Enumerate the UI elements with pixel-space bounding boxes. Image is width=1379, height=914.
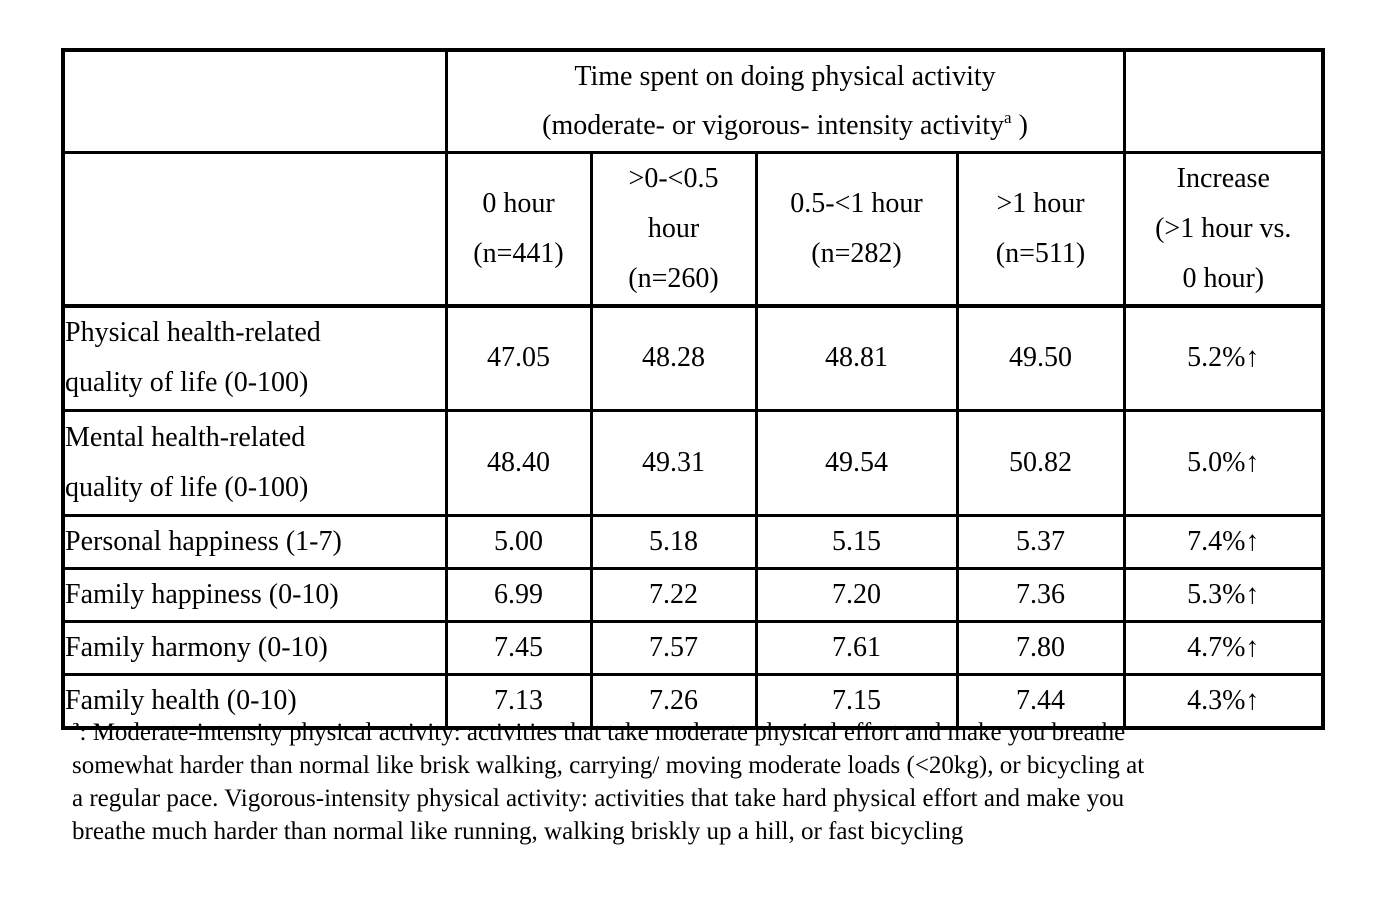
column-header-label: >0-<0.5 hour (n=260) <box>628 162 719 294</box>
footnote-superscript-a: a <box>72 717 80 734</box>
column-header-label: 0.5-<1 hour (n=282) <box>790 187 923 269</box>
spanning-header-line1: Time spent on doing physical activity <box>574 61 996 93</box>
value-cell: 7.13 <box>444 673 593 730</box>
value-cell: 7.26 <box>589 673 758 730</box>
value-cell: 5.37 <box>955 514 1126 570</box>
row-label: Physical health-related quality of life … <box>61 304 448 412</box>
value-cell: 7.36 <box>955 567 1126 623</box>
footnote-text: : Moderate-intensity physical activity: … <box>72 719 1145 845</box>
column-header-0-hour: 0 hour (n=441) <box>444 150 593 308</box>
table-row-family-happiness: Family happiness (0-10) 6.99 7.22 7.20 7… <box>61 567 1325 623</box>
header-row-spanning: Time spent on doing physical activity (m… <box>61 48 1325 154</box>
column-header-label: >1 hour (n=511) <box>995 187 1086 269</box>
value-cell: 48.40 <box>444 409 593 517</box>
table-row-personal-happiness: Personal happiness (1-7) 5.00 5.18 5.15 … <box>61 514 1325 570</box>
row-label: Family harmony (0-10) <box>61 620 448 676</box>
row-label: Personal happiness (1-7) <box>61 514 448 570</box>
value-cell: 7.22 <box>589 567 758 623</box>
row-label-text: Mental health-related quality of life (0… <box>65 422 309 503</box>
column-header-label: Increase (>1 hour vs. 0 hour) <box>1155 162 1292 294</box>
row-label-text: Family harmony (0-10) <box>65 632 328 663</box>
value-cell: 48.81 <box>754 304 959 412</box>
value-cell: 50.82 <box>955 409 1126 517</box>
value-cell: 7.57 <box>589 620 758 676</box>
value-cell: 49.31 <box>589 409 758 517</box>
value-cell: 47.05 <box>444 304 593 412</box>
table-row-family-harmony: Family harmony (0-10) 7.45 7.57 7.61 7.8… <box>61 620 1325 676</box>
value-cell: 5.15 <box>754 514 959 570</box>
increase-cell: 5.3%↑ <box>1122 567 1325 623</box>
column-header-0.5-to-1-hour: 0.5-<1 hour (n=282) <box>754 150 959 308</box>
value-cell: 7.80 <box>955 620 1126 676</box>
increase-cell: 4.7%↑ <box>1122 620 1325 676</box>
footnote-marker-a: a <box>1004 107 1012 127</box>
row-label: Family happiness (0-10) <box>61 567 448 623</box>
column-header-label: 0 hour (n=441) <box>473 187 564 269</box>
table-row-family-health: Family health (0-10) 7.13 7.26 7.15 7.44… <box>61 673 1325 730</box>
value-cell: 7.45 <box>444 620 593 676</box>
spanning-header-close-paren: ) <box>1018 110 1028 142</box>
value-cell: 49.50 <box>955 304 1126 412</box>
column-header-0-to-0.5-hour: >0-<0.5 hour (n=260) <box>589 150 758 308</box>
table-row-physical-health: Physical health-related quality of life … <box>61 304 1325 412</box>
value-cell: 7.61 <box>754 620 959 676</box>
row-label: Family health (0-10) <box>61 673 448 730</box>
table-row-mental-health: Mental health-related quality of life (0… <box>61 409 1325 517</box>
physical-activity-results-table: Time spent on doing physical activity (m… <box>61 48 1326 730</box>
increase-cell: 4.3%↑ <box>1122 673 1325 730</box>
column-header-increase: Increase (>1 hour vs. 0 hour) <box>1122 150 1325 308</box>
row-label: Mental health-related quality of life (0… <box>61 409 448 517</box>
spanning-header-line2-text: (moderate- or vigorous- intensity activi… <box>542 110 1005 142</box>
header-row-columns: 0 hour (n=441) >0-<0.5 hour (n=260) 0.5-… <box>61 150 1325 308</box>
row-label-text: Personal happiness (1-7) <box>65 526 342 557</box>
value-cell: 5.18 <box>589 514 758 570</box>
increase-cell: 5.2%↑ <box>1122 304 1325 412</box>
row-label-text: Family health (0-10) <box>65 685 297 716</box>
increase-cell: 5.0%↑ <box>1122 409 1325 517</box>
value-cell: 7.44 <box>955 673 1126 730</box>
spanning-header-cell: Time spent on doing physical activity (m… <box>444 48 1126 154</box>
row-label-header-empty-cell <box>61 150 448 308</box>
value-cell: 6.99 <box>444 567 593 623</box>
increase-cell: 7.4%↑ <box>1122 514 1325 570</box>
column-header-over-1-hour: >1 hour (n=511) <box>955 150 1126 308</box>
value-cell: 7.20 <box>754 567 959 623</box>
value-cell: 5.00 <box>444 514 593 570</box>
value-cell: 7.15 <box>754 673 959 730</box>
spanning-header-line2: (moderate- or vigorous- intensity activi… <box>448 101 1123 150</box>
value-cell: 48.28 <box>589 304 758 412</box>
row-label-text: Family happiness (0-10) <box>65 579 339 610</box>
value-cell: 49.54 <box>754 409 959 517</box>
row-label-text: Physical health-related quality of life … <box>65 317 321 399</box>
corner-empty-cell <box>61 48 448 154</box>
increase-header-empty-cell <box>1122 48 1325 154</box>
footnote: a: Moderate-intensity physical activity:… <box>72 716 1367 848</box>
